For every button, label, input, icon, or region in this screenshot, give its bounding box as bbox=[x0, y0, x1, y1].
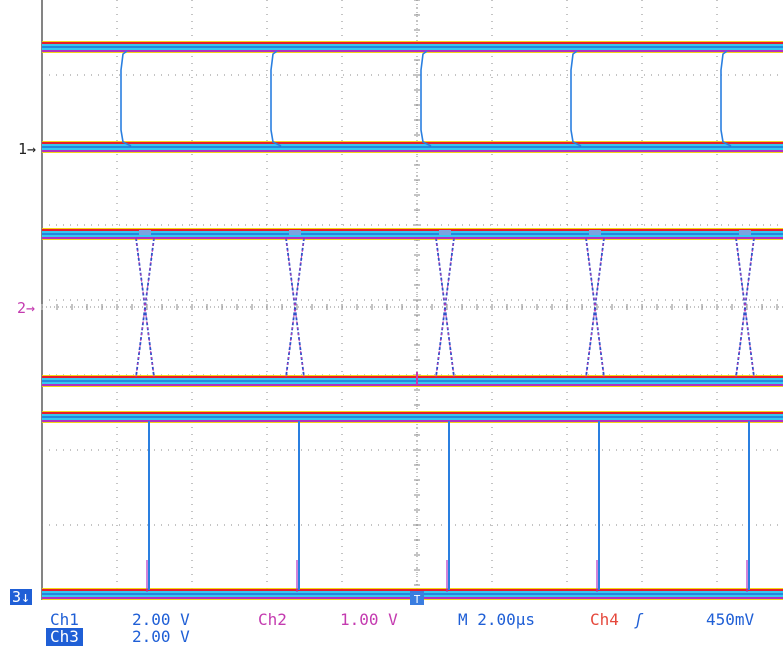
ch2-high-level-edge-top bbox=[42, 229, 783, 232]
ch1-scale: 2.00 V bbox=[132, 610, 190, 629]
ch1-high-level-edge-top bbox=[42, 42, 783, 45]
trigger-source: Ch4 bbox=[590, 610, 619, 629]
ch1-edge bbox=[270, 50, 282, 147]
ch1-edge bbox=[570, 50, 582, 147]
ch2-crossing-cap bbox=[289, 230, 301, 235]
graticule-grid bbox=[41, 0, 783, 601]
trigger-position-label: T bbox=[414, 593, 421, 606]
ch2-crossing-cap bbox=[589, 230, 601, 235]
waveform-traces bbox=[42, 41, 783, 600]
ch2-low-level-edge-top bbox=[42, 376, 783, 379]
ch2-ground-marker[interactable]: 2→ bbox=[17, 299, 36, 317]
rising-edge-icon: ʃ bbox=[634, 610, 644, 629]
ch1-edge bbox=[420, 50, 432, 147]
ch2-crossing bbox=[285, 237, 305, 378]
ch1-edge bbox=[720, 50, 732, 147]
ch2-crossing bbox=[135, 237, 155, 378]
ch2-crossing-cap bbox=[739, 230, 751, 235]
trigger-position-box bbox=[410, 591, 424, 605]
ch2-scale: 1.00 V bbox=[340, 610, 398, 629]
ch2-label: Ch2 bbox=[258, 610, 287, 629]
ch3-scale: 2.00 V bbox=[132, 627, 190, 646]
ch1-low-level-edge-top bbox=[42, 142, 783, 145]
ch1-ground-marker[interactable]: 1→ bbox=[18, 140, 37, 158]
ch2-crossing bbox=[585, 237, 605, 378]
ch2-crossing bbox=[735, 237, 755, 378]
ch1-label: Ch1 bbox=[50, 610, 79, 629]
ch2-crossing bbox=[435, 237, 455, 378]
ch3-ground-marker[interactable]: 3↓ bbox=[10, 588, 33, 606]
ch3-high-level-edge-bottom bbox=[42, 419, 783, 422]
ch3-label: Ch3 bbox=[46, 628, 83, 646]
ch1-low-level-edge-bottom bbox=[42, 149, 783, 152]
trigger-position-marker: T bbox=[410, 372, 424, 606]
ch3-low-level-edge-top bbox=[42, 589, 783, 592]
ch1-edge bbox=[120, 50, 132, 147]
ch2-crossing-cap bbox=[139, 230, 151, 235]
trigger-level: 450mV bbox=[706, 610, 755, 629]
ch2-crossing-cap bbox=[439, 230, 451, 235]
ch2-low-level-edge-bottom bbox=[42, 383, 783, 386]
ch1-high-level-edge-bottom bbox=[42, 49, 783, 52]
ch2-high-level-edge-bottom bbox=[42, 236, 783, 239]
ch3-high-level-edge-top bbox=[42, 412, 783, 415]
timebase-readout: M 2.00µs bbox=[458, 610, 536, 629]
